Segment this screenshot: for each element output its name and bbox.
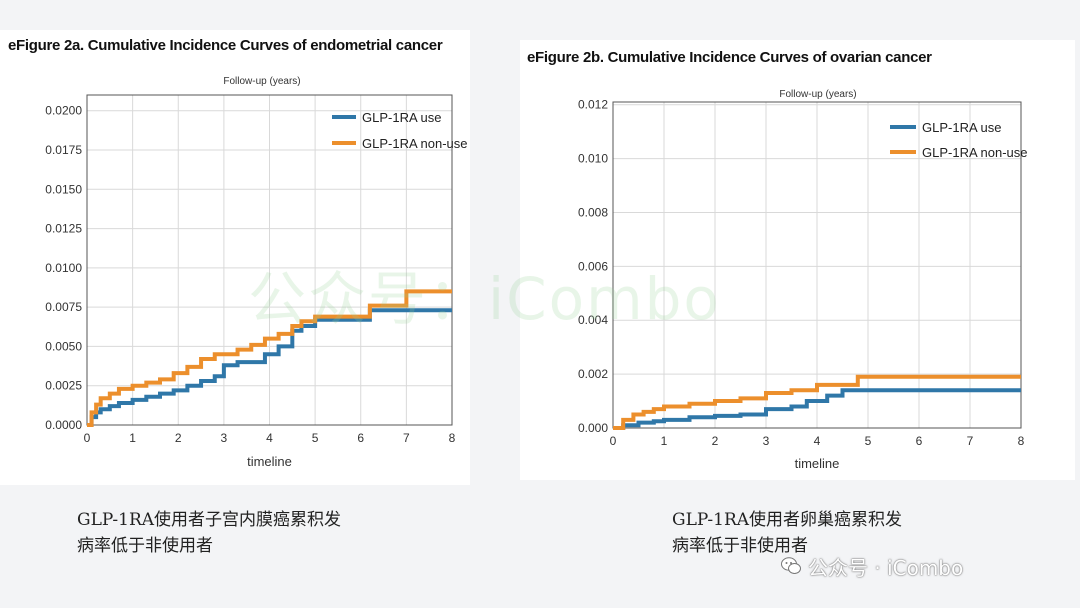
y-tick-label: 0.0100 [45, 261, 82, 275]
y-tick-label: 0.010 [578, 152, 608, 166]
y-tick-label: 0.002 [578, 367, 608, 381]
legend-label: GLP-1RA non-use [922, 145, 1028, 160]
x-tick-label: 2 [712, 434, 719, 448]
x-tick-label: 6 [916, 434, 923, 448]
top-axis-label: Follow-up (years) [779, 89, 856, 100]
source-badge: 公众号 · iCombo [780, 552, 963, 580]
x-axis-label: timeline [247, 454, 292, 469]
watermark: 公众号：iCombo [248, 265, 721, 333]
x-tick-label: 3 [763, 434, 770, 448]
x-tick-label: 7 [967, 434, 974, 448]
series-line-nonuse [87, 289, 452, 427]
caption-ovarian: GLP-1RA使用者卵巢癌累积发 病率低于非使用者 [672, 510, 903, 556]
x-tick-label: 8 [1018, 434, 1025, 448]
legend-label: GLP-1RA use [362, 110, 442, 125]
x-tick-label: 7 [403, 431, 410, 445]
badge-label: 公众号 · iCombo [808, 555, 964, 580]
x-tick-label: 8 [449, 431, 456, 445]
x-tick-label: 1 [129, 431, 136, 445]
y-tick-label: 0.000 [578, 421, 608, 435]
x-tick-label: 4 [266, 431, 273, 445]
x-axis-label: timeline [795, 456, 840, 471]
plot-frame [86, 94, 453, 426]
x-tick-label: 5 [865, 434, 872, 448]
y-tick-label: 0.0200 [45, 104, 82, 118]
y-tick-label: 0.006 [578, 259, 608, 273]
x-tick-label: 0 [610, 434, 617, 448]
y-tick-label: 0.0075 [45, 300, 82, 314]
series-line-nonuse [613, 374, 1021, 430]
figure-a-title: eFigure 2a. Cumulative Incidence Curves … [8, 37, 443, 54]
x-tick-label: 3 [221, 431, 228, 445]
figure-b-title: eFigure 2b. Cumulative Incidence Curves … [527, 49, 932, 66]
x-tick-label: 4 [814, 434, 821, 448]
legend-label: GLP-1RA use [922, 120, 1002, 135]
y-tick-label: 0.0175 [45, 143, 82, 157]
caption-endometrial: GLP-1RA使用者子宫内膜癌累积发 病率低于非使用者 [77, 510, 342, 556]
y-tick-label: 0.012 [578, 98, 608, 112]
x-tick-label: 5 [312, 431, 319, 445]
y-tick-label: 0.008 [578, 205, 608, 219]
wechat-icon [781, 557, 801, 574]
series-line-use [87, 308, 452, 427]
y-tick-label: 0.0125 [45, 222, 82, 236]
x-tick-label: 1 [661, 434, 668, 448]
series-line-use [613, 388, 1021, 430]
top-axis-label: Follow-up (years) [223, 76, 300, 87]
y-tick-label: 0.0025 [45, 379, 82, 393]
y-tick-label: 0.0000 [45, 418, 82, 432]
y-tick-label: 0.0050 [45, 339, 82, 353]
y-tick-label: 0.004 [578, 313, 608, 327]
x-tick-label: 2 [175, 431, 182, 445]
plot-frame [612, 101, 1022, 429]
y-tick-label: 0.0150 [45, 182, 82, 196]
x-tick-label: 6 [357, 431, 364, 445]
legend-label: GLP-1RA non-use [362, 136, 468, 151]
x-tick-label: 0 [84, 431, 91, 445]
